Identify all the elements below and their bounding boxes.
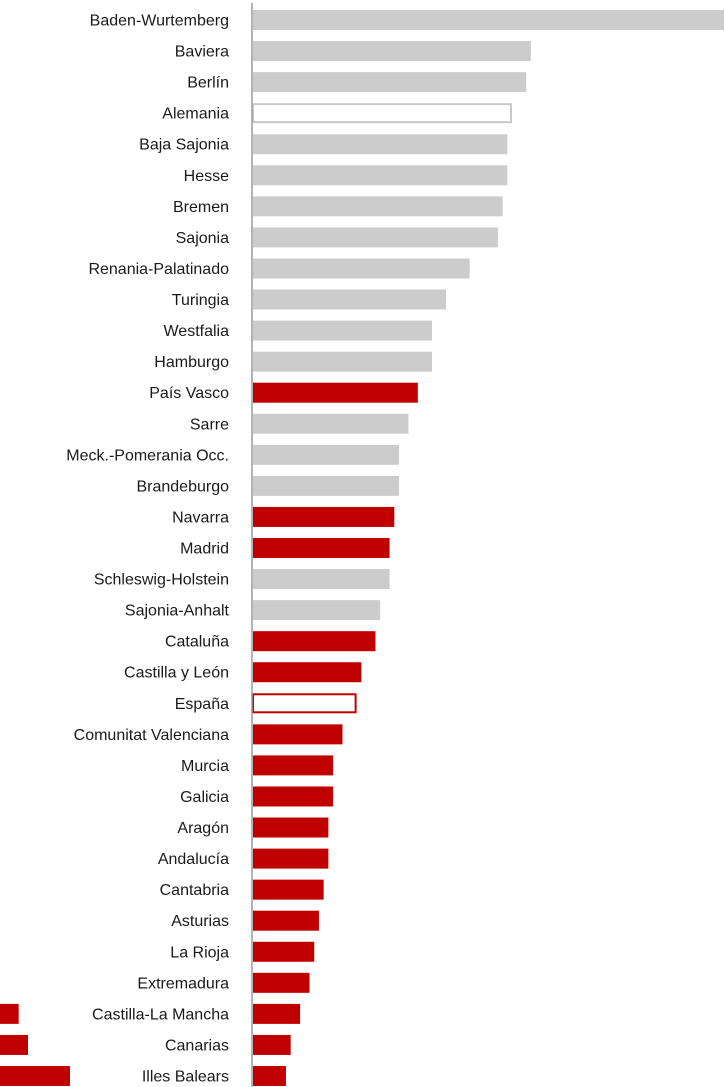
bar-la-rioja xyxy=(253,941,315,962)
bar-baden-wurtemberg xyxy=(253,10,724,30)
category-label-aragon: Aragón xyxy=(177,820,229,837)
category-label-extremadura: Extremadura xyxy=(137,975,229,992)
bar-baja-sajonia xyxy=(253,134,508,155)
bar-castilla-la-mancha xyxy=(253,1003,301,1024)
bar-meck-pomerania-occ xyxy=(253,444,400,465)
bar-illes-balears xyxy=(253,1066,286,1086)
bar-canarias xyxy=(253,1034,291,1055)
bar-brandeburgo xyxy=(253,475,400,496)
category-label-baja-sajonia: Baja Sajonia xyxy=(139,137,229,154)
category-label-castilla-la-mancha: Castilla-La Mancha xyxy=(92,1006,229,1023)
category-label-pais-vasco: País Vasco xyxy=(149,385,229,402)
category-label-westfalia: Westfalia xyxy=(163,323,229,340)
category-label-comunitat-valenciana: Comunitat Valenciana xyxy=(74,727,229,744)
bar-westfalia xyxy=(253,320,432,341)
bar-sajonia-anhalt xyxy=(253,600,381,621)
category-label-murcia: Murcia xyxy=(181,758,229,775)
bar-galicia xyxy=(253,786,334,807)
bar-renania-palatinado xyxy=(253,258,470,279)
bar-bremen xyxy=(253,196,503,217)
category-label-sajonia-anhalt: Sajonia-Anhalt xyxy=(125,603,230,620)
left-bar-castilla-la-mancha xyxy=(0,1003,19,1024)
bar-hesse xyxy=(253,165,508,186)
bar-comunitat-valenciana xyxy=(253,724,343,745)
category-label-renania-palatinado: Renania-Palatinado xyxy=(88,261,229,278)
bar-espana xyxy=(252,693,357,714)
category-label-galicia: Galicia xyxy=(180,789,229,806)
bar-navarra xyxy=(253,506,395,527)
bar-cantabria xyxy=(253,879,324,900)
category-label-madrid: Madrid xyxy=(180,541,229,558)
bar-andalucia xyxy=(253,848,329,869)
left-bar-illes-balears xyxy=(0,1066,70,1086)
category-label-canarias: Canarias xyxy=(165,1037,229,1054)
category-label-cantabria: Cantabria xyxy=(160,882,229,899)
category-label-bremen: Bremen xyxy=(173,199,229,216)
category-label-hesse: Hesse xyxy=(184,168,229,185)
category-label-navarra: Navarra xyxy=(172,509,229,526)
category-label-berlin: Berlín xyxy=(187,75,229,92)
category-label-illes-balears: Illes Balears xyxy=(142,1069,229,1086)
category-label-brandeburgo: Brandeburgo xyxy=(136,478,229,495)
bar-extremadura xyxy=(253,972,310,993)
bar-madrid xyxy=(253,538,390,558)
bar-hamburgo xyxy=(253,351,432,372)
category-label-meck-pomerania-occ: Meck.-Pomerania Occ. xyxy=(66,447,229,464)
category-label-sarre: Sarre xyxy=(190,416,229,433)
category-label-la-rioja: La Rioja xyxy=(170,944,229,961)
category-label-baden-wurtemberg: Baden-Wurtemberg xyxy=(90,13,229,30)
bar-sajonia xyxy=(253,227,498,248)
bar-berlin xyxy=(253,72,527,93)
bar-alemania xyxy=(252,103,513,124)
bar-pais-vasco xyxy=(253,382,418,403)
category-label-cataluna: Cataluña xyxy=(165,634,229,651)
left-partial-bars xyxy=(0,1003,70,1086)
category-label-sajonia: Sajonia xyxy=(176,230,229,247)
bar-castilla-y-leon xyxy=(253,662,362,683)
bar-schleswig-holstein xyxy=(253,569,390,590)
left-bar-canarias xyxy=(0,1034,28,1055)
category-label-hamburgo: Hamburgo xyxy=(154,354,229,371)
category-label-castilla-y-leon: Castilla y León xyxy=(124,665,229,682)
category-label-asturias: Asturias xyxy=(171,913,229,930)
category-labels: Baden-Wurtemberg Baviera Berlín Alemania Baj… xyxy=(66,13,229,1086)
category-label-baviera: Baviera xyxy=(175,44,229,61)
bar-baviera xyxy=(253,41,531,62)
category-label-espana: España xyxy=(175,696,229,713)
category-label-alemania: Alemania xyxy=(162,106,229,123)
bar-murcia xyxy=(253,755,334,776)
category-label-turingia: Turingia xyxy=(172,292,229,309)
bar-turingia xyxy=(253,289,447,310)
bar-cataluna xyxy=(253,631,376,652)
bar-asturias xyxy=(253,910,319,931)
bar-sarre xyxy=(253,413,409,434)
bar-aragon xyxy=(253,817,329,838)
category-label-schleswig-holstein: Schleswig-Holstein xyxy=(94,572,229,589)
category-label-andalucia: Andalucía xyxy=(158,851,229,868)
bars xyxy=(252,10,724,1086)
